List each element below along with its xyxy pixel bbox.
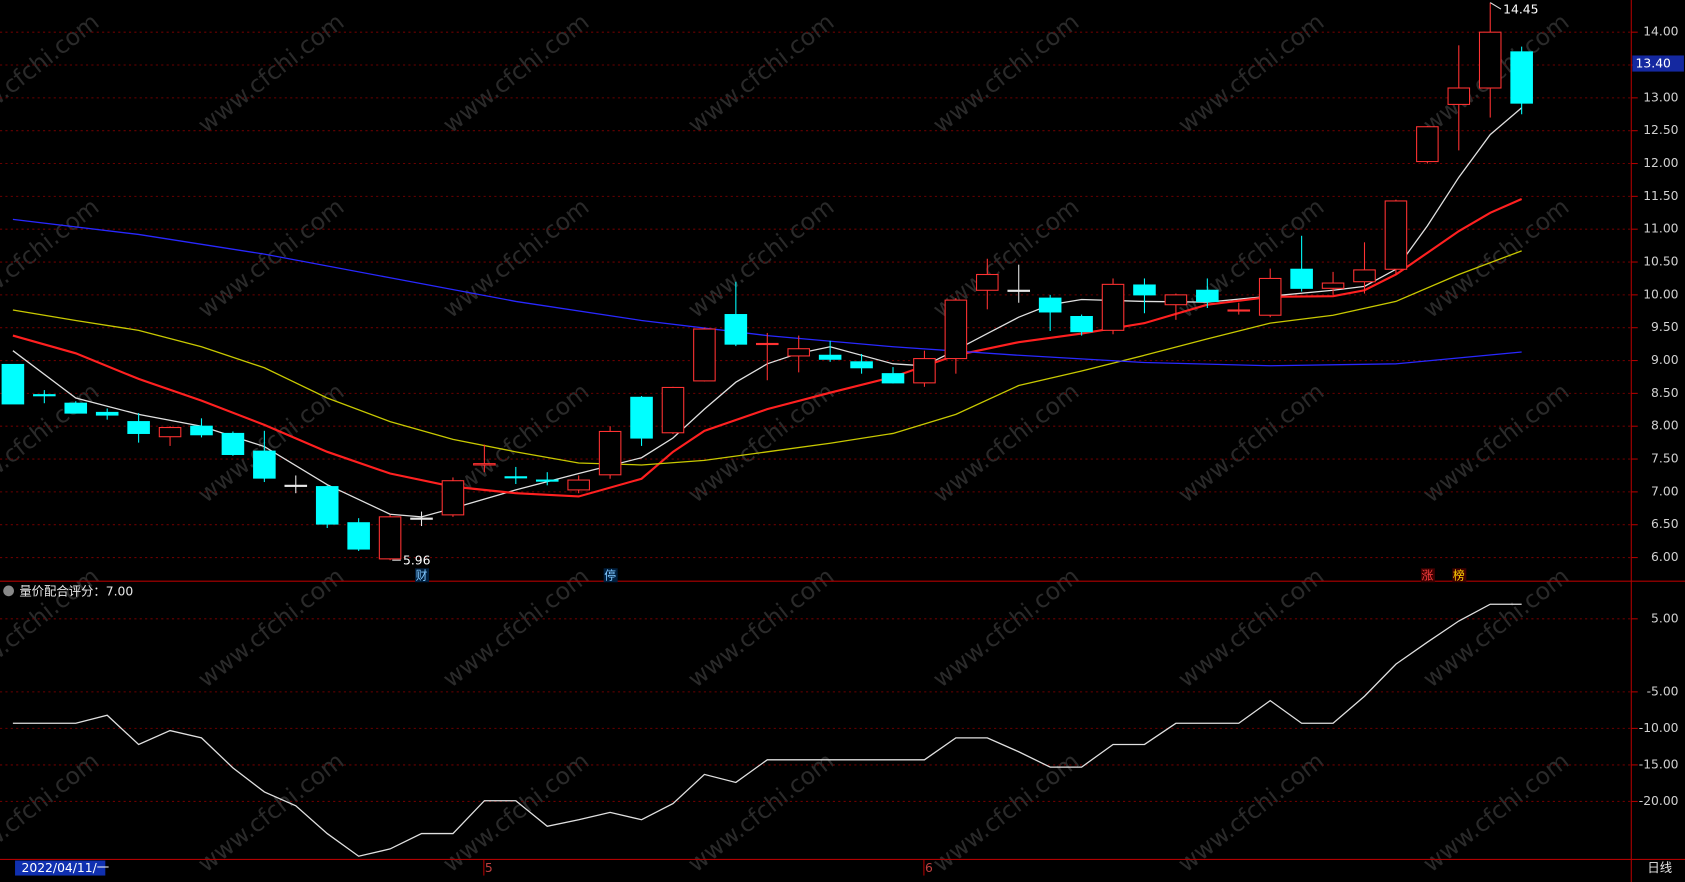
y-tick-label: 11.00 [1643,222,1678,236]
indicator-line [12,603,1522,857]
candle-body [976,273,999,291]
candle-body [315,486,339,525]
candle-body [661,386,685,434]
y-tick-label: 8.50 [1651,386,1679,400]
y-tick-label: 9.00 [1651,353,1679,367]
candle-body [693,328,716,382]
candle-body [724,314,748,345]
candle-body [33,394,56,397]
candle-body [787,348,810,357]
y-tick-label: 6.50 [1651,517,1679,531]
y-tick-label: -5.00 [1647,684,1679,698]
last-price-box [1632,55,1684,72]
candle-body [190,425,213,436]
indicator-title: 量价配合评分：7.00 [19,583,133,598]
moving-average-line [12,198,1523,498]
candle-body [410,517,433,520]
y-tick-label: 12.00 [1643,156,1678,170]
event-marker: 财 [416,568,428,582]
event-marker-box [603,568,618,583]
candle-body [1133,284,1156,296]
candle-body [347,522,370,550]
indicator-icon[interactable] [3,585,14,597]
candle-body [1038,297,1062,313]
y-tick-label: -20.00 [1639,794,1679,808]
candle-body [850,361,873,369]
candle-body [1007,289,1031,292]
period-label[interactable]: 日线 [1647,861,1672,875]
candle-body [158,426,182,438]
moving-average-line [12,250,1522,466]
candle-body [755,342,779,346]
candle-body [818,354,842,360]
event-marker: 停 [604,568,616,582]
y-tick-label: 11.50 [1643,189,1678,203]
low-annotation: 5.96 [403,554,431,568]
candle-body [1227,309,1251,312]
candle-body [221,432,245,455]
candle-body [1258,277,1282,316]
candle-body [253,450,276,479]
y-tick-label: 5.00 [1651,611,1679,625]
candle-body [1416,126,1439,163]
candle-body [567,479,590,491]
candle-body [1290,268,1313,289]
event-marker-box [1420,568,1435,583]
candle-body [1,363,25,405]
candle-body [284,484,308,487]
x-tick-label: 5 [485,861,493,875]
candle-body [95,411,119,416]
y-tick-label: -10.00 [1639,721,1679,735]
candle-body [1447,87,1471,105]
candle-body [378,516,402,560]
candle-body [944,299,968,360]
y-tick-label: -15.00 [1639,757,1679,771]
y-tick-label: 10.00 [1643,287,1678,301]
candle-body [1478,31,1502,89]
last-price-label: 13.40 [1636,57,1671,71]
y-tick-label: 8.00 [1651,419,1679,433]
y-tick-label: 14.00 [1643,25,1678,39]
high-annotation: 14.45 [1503,3,1538,17]
y-tick-label: 12.50 [1643,123,1678,137]
event-marker: 榜 [1453,568,1465,582]
y-tick-label: 7.00 [1651,484,1679,498]
x-tick-label: 6 [925,861,933,875]
candle-body [441,480,465,516]
candle-body [1321,282,1345,289]
y-tick-label: 6.00 [1651,550,1679,564]
candle-body [598,430,622,476]
candle-body [473,463,496,466]
candle-body [1510,51,1533,104]
y-tick-label: 7.50 [1651,452,1679,466]
candle-body [1101,283,1125,331]
event-marker-box [1452,568,1467,583]
candle-body [1353,269,1376,283]
candle-body [1384,200,1408,270]
event-marker-box [415,568,430,583]
candle-body [1196,289,1219,302]
cursor-date: 2022/04/11/一 [21,861,109,875]
y-tick-label: 13.00 [1643,90,1678,104]
candle-body [127,421,150,434]
high-pointer [1489,2,1502,10]
date-box [15,860,106,876]
event-marker: 涨 [1421,568,1433,582]
candle-body [630,396,653,439]
candle-body [535,479,559,482]
candle-body [1164,294,1188,306]
candle-body [504,476,528,479]
candle-body [1070,316,1093,333]
y-tick-label: 9.50 [1651,320,1679,334]
candle-body [64,402,88,414]
y-tick-label: 10.50 [1643,255,1678,269]
candle-body [913,358,936,384]
candle-body [881,373,905,384]
